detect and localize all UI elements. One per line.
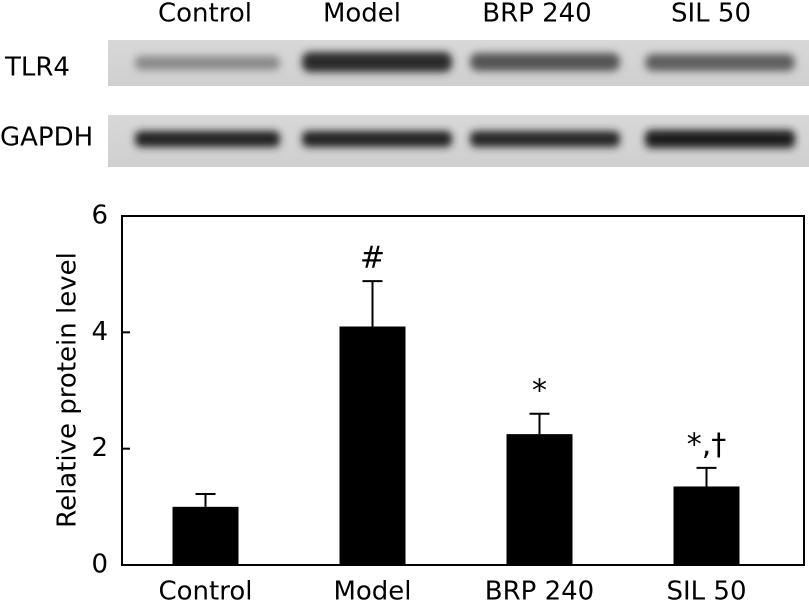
error-bar <box>696 466 717 487</box>
bar <box>673 486 740 565</box>
blot-row-label: GAPDH <box>0 123 93 153</box>
bar <box>172 506 239 565</box>
error-bar <box>362 280 383 327</box>
bar <box>506 434 573 565</box>
x-tick-label: Control <box>159 577 253 604</box>
plot-frame <box>121 215 805 566</box>
x-tick-label: BRP 240 <box>485 577 594 604</box>
blot-column-label: SIL 50 <box>671 0 751 29</box>
y-axis-label: Relative protein level <box>53 252 83 528</box>
blot-row-label: TLR4 <box>4 53 70 83</box>
y-tick-label: 2 <box>91 433 108 463</box>
blot-column-label: BRP 240 <box>482 0 591 29</box>
bar <box>339 326 406 565</box>
annotation: *,† <box>687 427 727 462</box>
annotation: * <box>532 373 547 408</box>
y-tick-label: 6 <box>91 201 108 231</box>
x-tick-label: SIL 50 <box>666 577 746 604</box>
blot-column-label: Control <box>158 0 252 29</box>
y-tick-label: 4 <box>91 317 108 347</box>
error-bar <box>195 493 216 507</box>
annotation: # <box>360 241 385 276</box>
x-tick-label: Model <box>333 577 411 604</box>
error-bar <box>529 412 550 435</box>
blot-column-label: Model <box>323 0 401 29</box>
y-tick-label: 0 <box>91 550 108 580</box>
blot-image <box>108 40 809 167</box>
